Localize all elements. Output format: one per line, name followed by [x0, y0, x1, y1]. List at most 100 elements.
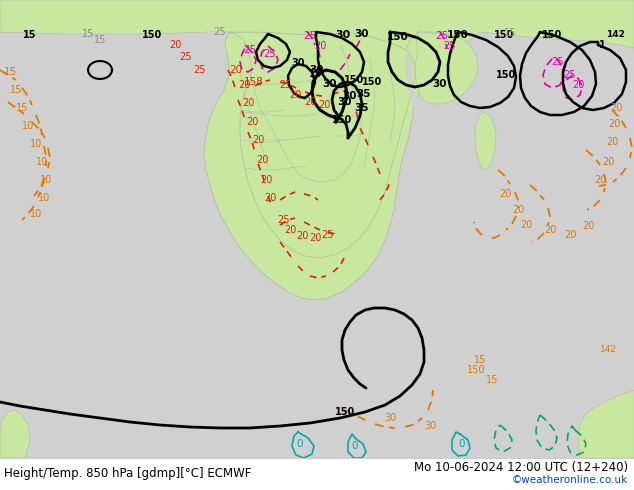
Text: 35: 35 [355, 103, 369, 113]
Text: 10: 10 [30, 139, 42, 149]
Text: 150: 150 [467, 365, 485, 375]
Polygon shape [405, 50, 428, 144]
Polygon shape [0, 0, 634, 50]
Text: 20: 20 [289, 90, 301, 100]
Text: 30: 30 [355, 29, 369, 39]
Text: 15: 15 [474, 355, 486, 365]
Text: 142: 142 [605, 30, 624, 40]
Text: 25: 25 [243, 45, 257, 55]
Text: 15: 15 [94, 35, 106, 45]
Text: 20: 20 [512, 205, 524, 215]
Text: 15: 15 [504, 28, 516, 38]
Text: 1: 1 [598, 40, 605, 50]
Text: 30: 30 [291, 58, 305, 68]
Polygon shape [415, 32, 478, 104]
Text: 142: 142 [600, 345, 616, 354]
Text: 20: 20 [296, 231, 308, 241]
Text: 20: 20 [242, 98, 254, 108]
Bar [0, 458, 634, 490]
Text: 25: 25 [279, 80, 291, 90]
Text: 20: 20 [309, 233, 321, 243]
Text: Mo 10-06-2024 12:00 UTC (12+240): Mo 10-06-2024 12:00 UTC (12+240) [414, 462, 628, 474]
Text: 150: 150 [496, 70, 516, 80]
Text: 0: 0 [297, 439, 303, 449]
Text: 30: 30 [433, 79, 447, 89]
Text: 35: 35 [357, 89, 372, 99]
Text: 10: 10 [22, 121, 34, 131]
Text: 25: 25 [304, 31, 316, 41]
Text: 0: 0 [459, 439, 465, 449]
Text: 20: 20 [582, 221, 594, 231]
Text: 150: 150 [542, 30, 562, 40]
Text: 20: 20 [520, 220, 532, 230]
Text: 15: 15 [3, 67, 16, 77]
Polygon shape [228, 32, 415, 258]
Text: 10: 10 [40, 175, 52, 185]
Text: 0: 0 [352, 441, 358, 451]
Polygon shape [578, 390, 634, 458]
Text: 25: 25 [552, 57, 564, 67]
Text: 30: 30 [335, 30, 351, 40]
Text: 20: 20 [246, 117, 258, 127]
Text: 20: 20 [238, 80, 250, 90]
Text: 150: 150 [335, 407, 355, 417]
Text: 15: 15 [23, 30, 37, 40]
Text: 30: 30 [424, 421, 436, 431]
Text: 25: 25 [564, 70, 576, 80]
Text: 20: 20 [256, 155, 268, 165]
Text: 150: 150 [142, 30, 162, 40]
Text: 15: 15 [309, 69, 323, 79]
Text: 25: 25 [179, 52, 191, 62]
Text: 20: 20 [610, 103, 622, 113]
Text: 30: 30 [338, 97, 353, 107]
Text: 10: 10 [36, 157, 48, 167]
Polygon shape [0, 410, 30, 458]
Text: 20: 20 [606, 137, 618, 147]
Text: 20: 20 [169, 40, 181, 50]
Text: 20: 20 [544, 225, 556, 235]
Text: 20: 20 [564, 230, 576, 240]
Text: 15: 15 [10, 85, 22, 95]
Text: 25: 25 [436, 31, 449, 41]
Text: 158: 158 [244, 77, 264, 87]
Text: 25: 25 [194, 65, 206, 75]
Text: 20: 20 [230, 65, 243, 75]
Text: 150: 150 [387, 32, 409, 42]
Polygon shape [204, 32, 430, 300]
Text: 150: 150 [344, 75, 364, 85]
Text: 25: 25 [264, 49, 276, 59]
Text: 20: 20 [318, 100, 330, 110]
Text: 150: 150 [494, 30, 514, 40]
Text: 20: 20 [284, 225, 296, 235]
Text: 15: 15 [486, 375, 498, 385]
Text: 25: 25 [277, 215, 289, 225]
Text: 30: 30 [323, 79, 337, 89]
Text: 20: 20 [572, 80, 584, 90]
Text: 30: 30 [310, 65, 324, 75]
Text: 150: 150 [362, 77, 382, 87]
Text: 30: 30 [343, 91, 357, 101]
Text: 20: 20 [499, 189, 511, 199]
Text: 150: 150 [332, 115, 352, 125]
Text: 20: 20 [304, 97, 316, 107]
Text: 25: 25 [444, 41, 456, 51]
Text: 150: 150 [447, 30, 469, 40]
Text: 10: 10 [38, 193, 50, 203]
Text: 10: 10 [30, 209, 42, 219]
Text: 20: 20 [608, 119, 620, 129]
Text: 20: 20 [252, 135, 264, 145]
Text: 20: 20 [602, 157, 614, 167]
Polygon shape [475, 112, 496, 170]
Text: 20: 20 [314, 41, 326, 51]
Text: 30: 30 [384, 413, 396, 423]
Text: ©weatheronline.co.uk: ©weatheronline.co.uk [512, 475, 628, 485]
Text: 25: 25 [214, 27, 226, 37]
Text: 20: 20 [594, 175, 606, 185]
Text: 25: 25 [321, 230, 334, 240]
Text: 20: 20 [264, 193, 276, 203]
Text: 15: 15 [16, 103, 28, 113]
Text: 15: 15 [82, 29, 94, 39]
Polygon shape [145, 32, 228, 54]
Text: 20: 20 [260, 175, 272, 185]
Text: Height/Temp. 850 hPa [gdmp][°C] ECMWF: Height/Temp. 850 hPa [gdmp][°C] ECMWF [4, 466, 251, 480]
